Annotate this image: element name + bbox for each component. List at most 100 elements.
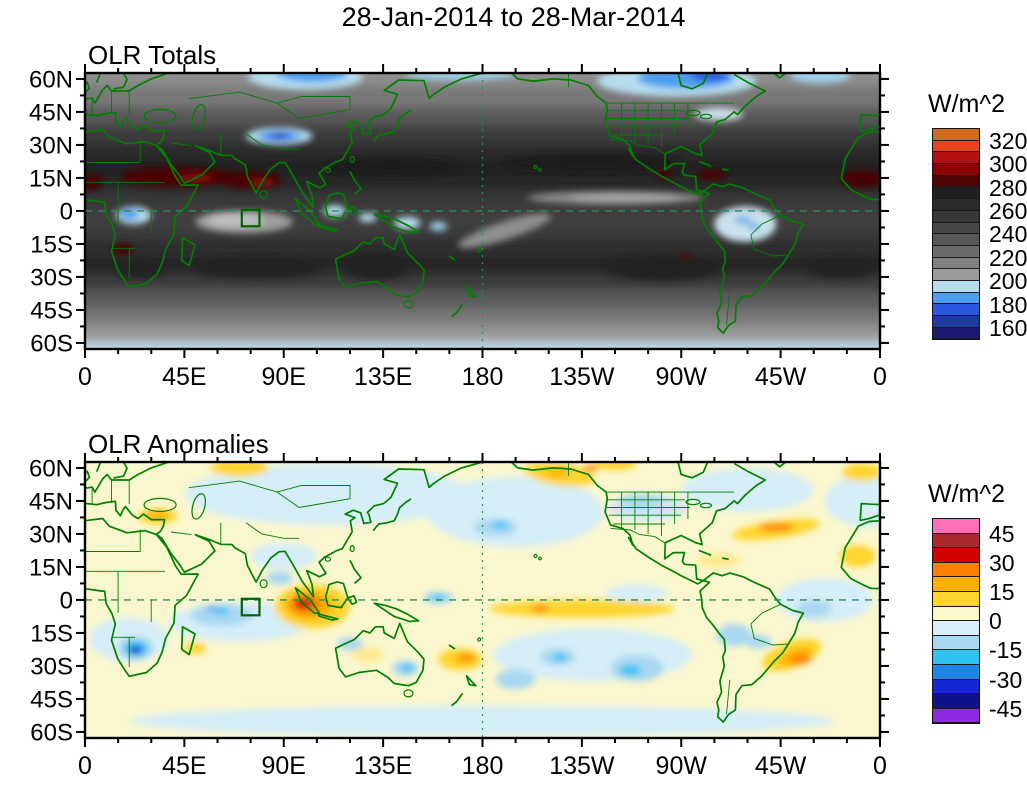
colorbar-swatch [933, 129, 979, 141]
lat-tick-label: 15N [29, 554, 73, 581]
lon-tick-label: 0 [873, 363, 887, 391]
lat-tick-label: 60N [29, 66, 73, 93]
colorbar-swatch [933, 548, 979, 563]
colorbar-swatch [933, 280, 979, 293]
lon-tick-label: 45E [162, 752, 206, 780]
lat-tick-label: 60S [30, 330, 73, 357]
lat-tick-label: 15N [29, 165, 73, 192]
lat-tick-label: 30S [30, 653, 73, 680]
colorbar-tick-label: 220 [989, 244, 1027, 271]
lat-tick-label: 30S [30, 264, 73, 291]
lat-tick-label: 45S [30, 297, 73, 324]
olr-anomalies-map: 0 45E 90E 135E 180 135W 90W 45W 0 60N 45N 30N 15N 0 15… [15, 427, 900, 783]
colorbar-swatch [933, 708, 979, 724]
colorbar-swatch [933, 304, 979, 316]
lon-tick-label: 0 [78, 363, 92, 391]
lat-tick-label: 15S [30, 231, 73, 258]
colorbar-swatch [933, 635, 979, 651]
anomalies-colorbar-units: W/m^2 [928, 480, 1006, 508]
axis-ticks [76, 453, 889, 747]
coastlines-overlay [85, 73, 880, 334]
colorbar-swatch [933, 679, 979, 695]
colorbar-tick-label: -15 [989, 637, 1023, 664]
colorbar-swatch [933, 164, 979, 176]
totals-colorbar-units: W/m^2 [928, 90, 1006, 118]
lon-tick-label: 180 [462, 363, 504, 391]
lat-tick-label: 45S [30, 686, 73, 713]
lon-tick-label: 45W [755, 752, 807, 780]
colorbar-tick-label: 200 [989, 268, 1027, 295]
colorbar-tick-label: 30 [989, 549, 1015, 576]
colorbar-swatch [933, 234, 979, 246]
lon-tick-label: 180 [462, 752, 504, 780]
lon-tick-label: 135E [354, 363, 412, 391]
colorbar-swatch [933, 650, 979, 665]
region-of-interest-box [240, 597, 261, 617]
page-title: 28-Jan-2014 to 28-Mar-2014 [341, 2, 686, 32]
map-svg: 0 45E 90E 135E 180 135W 90W 45W 0 60N 45N 30N 15N 0 15… [29, 64, 889, 391]
colorbar-tick-label: -30 [989, 666, 1023, 693]
colorbar-tick-label: 160 [989, 314, 1027, 341]
colorbar-swatch [933, 577, 979, 592]
anomalies-subtitle: OLR Anomalies [88, 429, 269, 459]
colorbar-tick-label: 260 [989, 197, 1027, 224]
region-of-interest-box [240, 208, 261, 228]
anomalies-colorbar: 45 30 15 0 -15 -30 -45 [932, 518, 1022, 725]
lon-tick-label: 45E [162, 363, 206, 391]
lat-tick-label: 45N [29, 488, 73, 515]
lat-tick-label: 60S [30, 719, 73, 746]
lat-tick-label: 60N [29, 455, 73, 482]
totals-colorbar: 320 300 280 260 240 220 200 180 160 [932, 128, 1027, 341]
colorbar-swatch [933, 519, 979, 534]
lon-tick-label: 90W [656, 363, 708, 391]
colorbar-tick-label: 240 [989, 221, 1027, 248]
colorbar-swatch [933, 606, 979, 622]
colorbar-swatch [933, 664, 979, 680]
totals-subtitle: OLR Totals [88, 40, 217, 70]
lon-tick-label: 90E [262, 363, 306, 391]
colorbar-swatch [933, 327, 979, 340]
lat-tick-label: 0 [60, 587, 73, 614]
colorbar-tick-label: 300 [989, 151, 1027, 178]
colorbar-swatch [933, 199, 979, 211]
map-field [85, 73, 880, 349]
lon-tick-label: 0 [78, 752, 92, 780]
map-field [85, 462, 880, 738]
lat-tick-label: 30N [29, 132, 73, 159]
colorbar-swatch [933, 257, 979, 270]
coastlines-overlay [85, 462, 880, 723]
colorbar-swatch [933, 591, 979, 607]
lon-tick-label: 0 [873, 752, 887, 780]
colorbar-swatch [933, 152, 979, 165]
colorbar-tick-label: 0 [989, 608, 1002, 635]
lat-tick-label: 0 [60, 198, 73, 225]
colorbar-swatch [933, 269, 979, 281]
lon-tick-label: 45W [755, 363, 807, 391]
colorbar-tick-label: 180 [989, 291, 1027, 318]
lon-tick-label: 90E [262, 752, 306, 780]
axis-ticks [76, 64, 889, 358]
colorbar-swatch [933, 140, 979, 153]
lat-tick-label: 15S [30, 620, 73, 647]
colorbar-tick-label: 15 [989, 579, 1015, 605]
colorbar-swatch [933, 222, 979, 235]
colorbar-swatch [933, 533, 979, 549]
colorbar-swatch [933, 245, 979, 258]
olr-totals-map: 0 45E 90E 135E 180 135W 90W 45W 0 60N 45N 30N 15N 0 15… [15, 38, 900, 394]
lon-tick-label: 135W [549, 363, 615, 391]
lon-tick-label: 135E [354, 752, 412, 780]
colorbar-swatch [933, 621, 979, 636]
lon-tick-label: 90W [656, 752, 708, 780]
colorbar-swatch [933, 175, 979, 188]
colorbar-swatch [933, 210, 979, 223]
colorbar-tick-label: 320 [989, 127, 1027, 154]
lat-tick-label: 30N [29, 521, 73, 548]
colorbar-swatch [933, 562, 979, 578]
colorbar-swatch [933, 292, 979, 305]
lat-tick-label: 45N [29, 99, 73, 126]
map-svg: 0 45E 90E 135E 180 135W 90W 45W 0 60N 45N 30N 15N 0 15… [29, 453, 889, 780]
colorbar-tick-label: 280 [989, 174, 1027, 201]
colorbar-swatch [933, 694, 979, 709]
colorbar-tick-label: -45 [989, 695, 1023, 722]
